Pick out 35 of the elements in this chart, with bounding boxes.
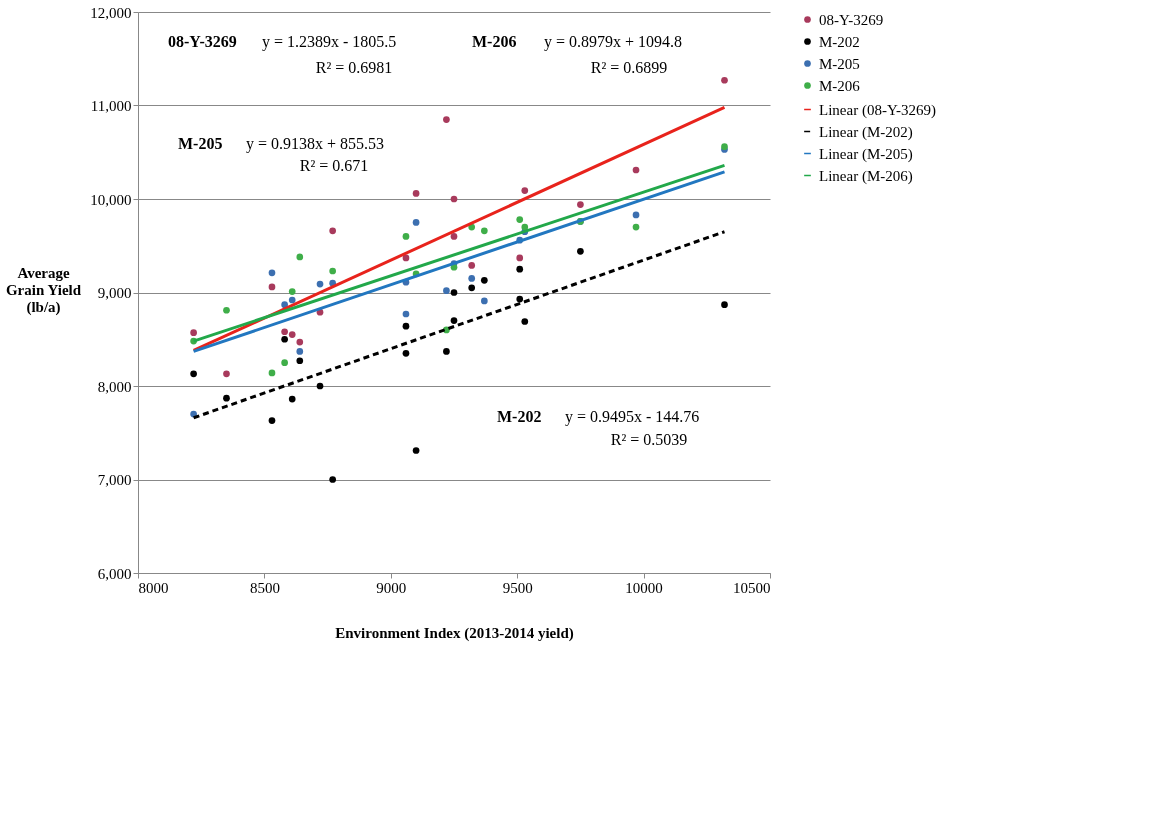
legend-label: Linear (M-206) xyxy=(819,167,913,185)
annotation: R² = 0.6981 xyxy=(315,59,393,76)
annotation: 08-Y-3269 xyxy=(168,33,237,50)
x-tick-label: 9500 xyxy=(502,579,533,596)
annotation: M-205 xyxy=(178,135,223,152)
annotation: R² = 0.6899 xyxy=(590,59,668,76)
x-tick-label: 9000 xyxy=(376,579,407,596)
annotation: y = 0.9138x + 855.53 xyxy=(246,135,385,153)
annotation: R² = 0.671 xyxy=(299,157,369,174)
y-tick-label: 11,000 xyxy=(90,98,132,114)
legend-label: M-202 xyxy=(819,33,860,50)
legend-label: Linear (M-205) xyxy=(819,145,913,163)
y-tick-label: 10,000 xyxy=(90,191,132,208)
x-tick-label: 8500 xyxy=(249,579,280,596)
annotation: M-202 xyxy=(497,408,542,425)
y-tick-label: 9,000 xyxy=(97,285,132,301)
y-tick-label: 8,000 xyxy=(97,378,132,395)
x-tick-label: 10500 xyxy=(733,579,771,596)
legend-label: 08-Y-3269 xyxy=(819,11,884,28)
y-axis-title: Average Grain Yield (lb/a) xyxy=(5,265,82,316)
y-tick-label: 12,000 xyxy=(90,4,132,21)
y-tick-label: 7,000 xyxy=(97,472,132,488)
y-tick-label: 6,000 xyxy=(97,565,132,582)
annotation: y = 0.9495x - 144.76 xyxy=(565,408,700,426)
annotation: M-206 xyxy=(472,33,517,50)
annotation: y = 1.2389x - 1805.5 xyxy=(262,33,397,51)
legend-label: Linear (08-Y-3269) xyxy=(819,101,937,119)
legend-label: Linear (M-202) xyxy=(819,123,913,141)
x-tick-label: 10000 xyxy=(625,579,663,596)
x-axis-title: Environment Index (2013-2014 yield) xyxy=(335,624,574,642)
legend-label: M-206 xyxy=(819,77,861,94)
annotation: y = 0.8979x + 1094.8 xyxy=(544,33,683,51)
x-tick-label: 8000 xyxy=(138,579,169,596)
legend-label: M-205 xyxy=(819,55,860,72)
annotation: R² = 0.5039 xyxy=(610,431,688,448)
